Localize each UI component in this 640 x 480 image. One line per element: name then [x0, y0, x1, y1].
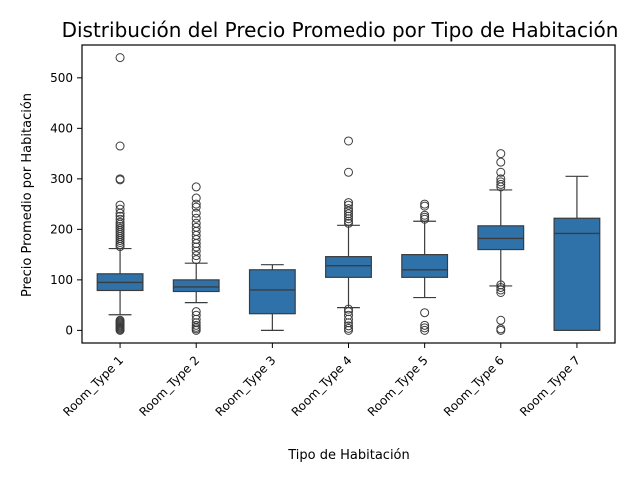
- box-group: [477, 149, 525, 335]
- outlier-point: [191, 218, 201, 228]
- outlier-point: [496, 324, 506, 334]
- box-iqr: [477, 225, 525, 251]
- outlier-point: [420, 323, 430, 333]
- outlier-point: [344, 321, 353, 331]
- outlier-point: [191, 310, 201, 320]
- outlier-point: [344, 167, 353, 177]
- y-tick-label: 400: [50, 121, 73, 135]
- outlier-point: [344, 307, 353, 317]
- y-tick-label: 100: [50, 273, 73, 287]
- x-tick-label: Room_Type 5: [365, 353, 431, 419]
- outlier-point: [115, 315, 125, 325]
- outlier-point: [420, 210, 430, 220]
- x-tick-label: Room_Type 6: [441, 353, 507, 419]
- outlier-point: [191, 307, 201, 317]
- box-iqr: [248, 269, 296, 315]
- outlier-point: [191, 208, 201, 218]
- outlier-point: [191, 182, 201, 192]
- outlier-point: [344, 206, 353, 216]
- outlier-point: [420, 325, 430, 335]
- x-tick-label: Room_Type 3: [213, 353, 279, 419]
- outlier-point: [420, 320, 430, 330]
- outlier-point: [191, 251, 201, 261]
- box-group: [325, 136, 372, 335]
- outlier-point: [115, 53, 125, 63]
- outlier-point: [496, 280, 506, 290]
- box-group: [248, 264, 296, 331]
- outlier-point: [420, 212, 430, 222]
- box-group: [401, 199, 449, 335]
- y-tick-label: 500: [50, 71, 73, 85]
- outlier-point: [191, 193, 201, 203]
- outlier-point: [496, 167, 506, 177]
- outlier-point: [115, 200, 125, 210]
- outlier-point: [420, 199, 430, 209]
- outlier-point: [191, 222, 201, 232]
- x-tick-label: Room_Type 4: [289, 353, 355, 419]
- outlier-point: [115, 174, 125, 184]
- outlier-point: [420, 308, 430, 318]
- outlier-point: [191, 255, 201, 265]
- outlier-point: [344, 198, 353, 208]
- box-iqr: [172, 279, 220, 293]
- outlier-point: [496, 174, 506, 184]
- outlier-point: [420, 201, 430, 211]
- outlier-point: [344, 204, 353, 214]
- x-axis: Room_Type 1 Room_Type 2 Room_Type 3 Room_Ty…: [60, 343, 583, 419]
- outlier-point: [496, 157, 506, 167]
- outlier-point: [496, 149, 506, 159]
- outlier-point: [344, 136, 353, 146]
- x-axis-label: Tipo de Habitación: [287, 448, 410, 463]
- outlier-point: [191, 199, 201, 209]
- outlier-point: [115, 204, 125, 214]
- box-iqr: [401, 254, 449, 278]
- outlier-point: [191, 213, 201, 223]
- y-tick-label: 300: [50, 172, 73, 186]
- x-tick-label: Room_Type 1: [60, 353, 126, 419]
- y-tick-label: 0: [65, 323, 73, 337]
- outlier-point: [496, 177, 506, 187]
- plot-marks: [96, 53, 601, 335]
- outlier-point: [496, 179, 506, 189]
- outlier-point: [344, 200, 353, 210]
- y-tick-label: 200: [50, 222, 73, 236]
- box-iqr: [325, 256, 372, 278]
- y-axis-label: Precio Promedio por Habitación: [20, 93, 35, 297]
- outlier-point: [115, 211, 125, 221]
- outlier-point: [344, 209, 353, 219]
- y-axis: 0 100 200 300 400 500: [50, 71, 82, 337]
- outlier-point: [191, 202, 201, 212]
- outlier-point: [344, 325, 353, 335]
- outlier-point: [344, 323, 353, 333]
- outlier-point: [496, 282, 506, 292]
- outlier-point: [496, 315, 506, 325]
- box-group: [553, 175, 601, 331]
- box-group: [172, 182, 220, 335]
- outlier-point: [115, 141, 125, 151]
- outlier-point: [496, 285, 506, 295]
- outlier-point: [115, 217, 125, 227]
- chart-title: Distribución del Precio Promedio por Tip…: [62, 18, 619, 42]
- outlier-point: [115, 214, 125, 224]
- outlier-point: [191, 320, 201, 330]
- outlier-point: [344, 310, 353, 320]
- x-tick-label: Room_Type 2: [136, 353, 202, 419]
- box-iqr: [553, 217, 601, 331]
- box-group: [96, 53, 144, 335]
- x-tick-label: Room_Type 7: [517, 353, 583, 419]
- outlier-point: [344, 304, 353, 314]
